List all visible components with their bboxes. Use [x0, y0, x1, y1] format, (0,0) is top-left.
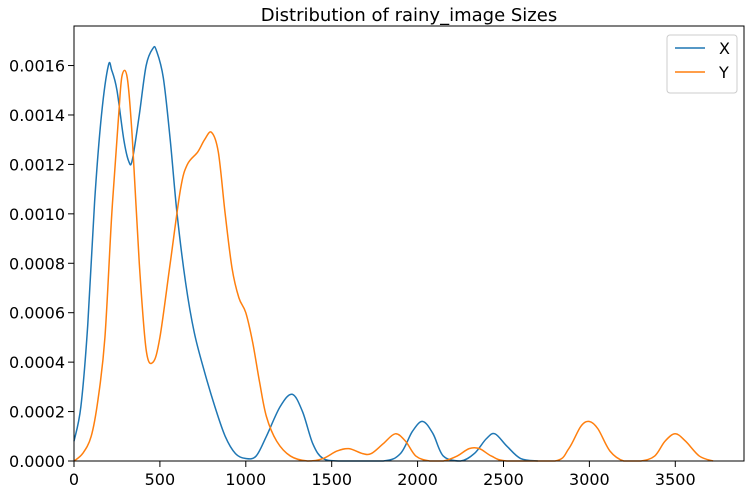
legend-label-x: X [719, 39, 730, 58]
y-tick-label: 0.0012 [9, 155, 65, 174]
y-tick-label: 0.0010 [9, 205, 65, 224]
legend: XY [666, 34, 738, 94]
y-tick-label: 0.0016 [9, 57, 65, 76]
y-tick-label: 0.0014 [9, 106, 65, 125]
x-tick-label: 1500 [311, 470, 352, 489]
y-axis: 0.0000 0.0002 0.0004 0.0006 0.0008 0.0010 0.00… [9, 57, 74, 471]
chart-title: Distribution of rainy_image Sizes [261, 5, 557, 26]
x-tick-label: 3500 [655, 470, 696, 489]
x-tick-label: 3000 [569, 470, 610, 489]
y-tick-label: 0.0006 [9, 304, 65, 323]
x-axis: 0 500 1000 1500 2000 2500 3000 3500 [69, 461, 696, 489]
y-tick-label: 0.0004 [9, 353, 65, 372]
x-tick-label: 1000 [225, 470, 266, 489]
legend-box [666, 34, 738, 94]
x-tick-label: 2500 [483, 470, 524, 489]
x-tick-label: 500 [145, 470, 176, 489]
y-tick-label: 0.0008 [9, 254, 65, 273]
legend-label-y: Y [718, 63, 729, 82]
x-tick-label: 2000 [397, 470, 438, 489]
y-tick-label: 0.0000 [9, 452, 65, 471]
series-line-x [73, 45, 538, 462]
x-tick-label: 0 [69, 470, 79, 489]
series-line-y [73, 69, 714, 462]
plot-lines [73, 45, 714, 462]
plot-frame [73, 25, 745, 462]
y-tick-label: 0.0002 [9, 403, 65, 422]
